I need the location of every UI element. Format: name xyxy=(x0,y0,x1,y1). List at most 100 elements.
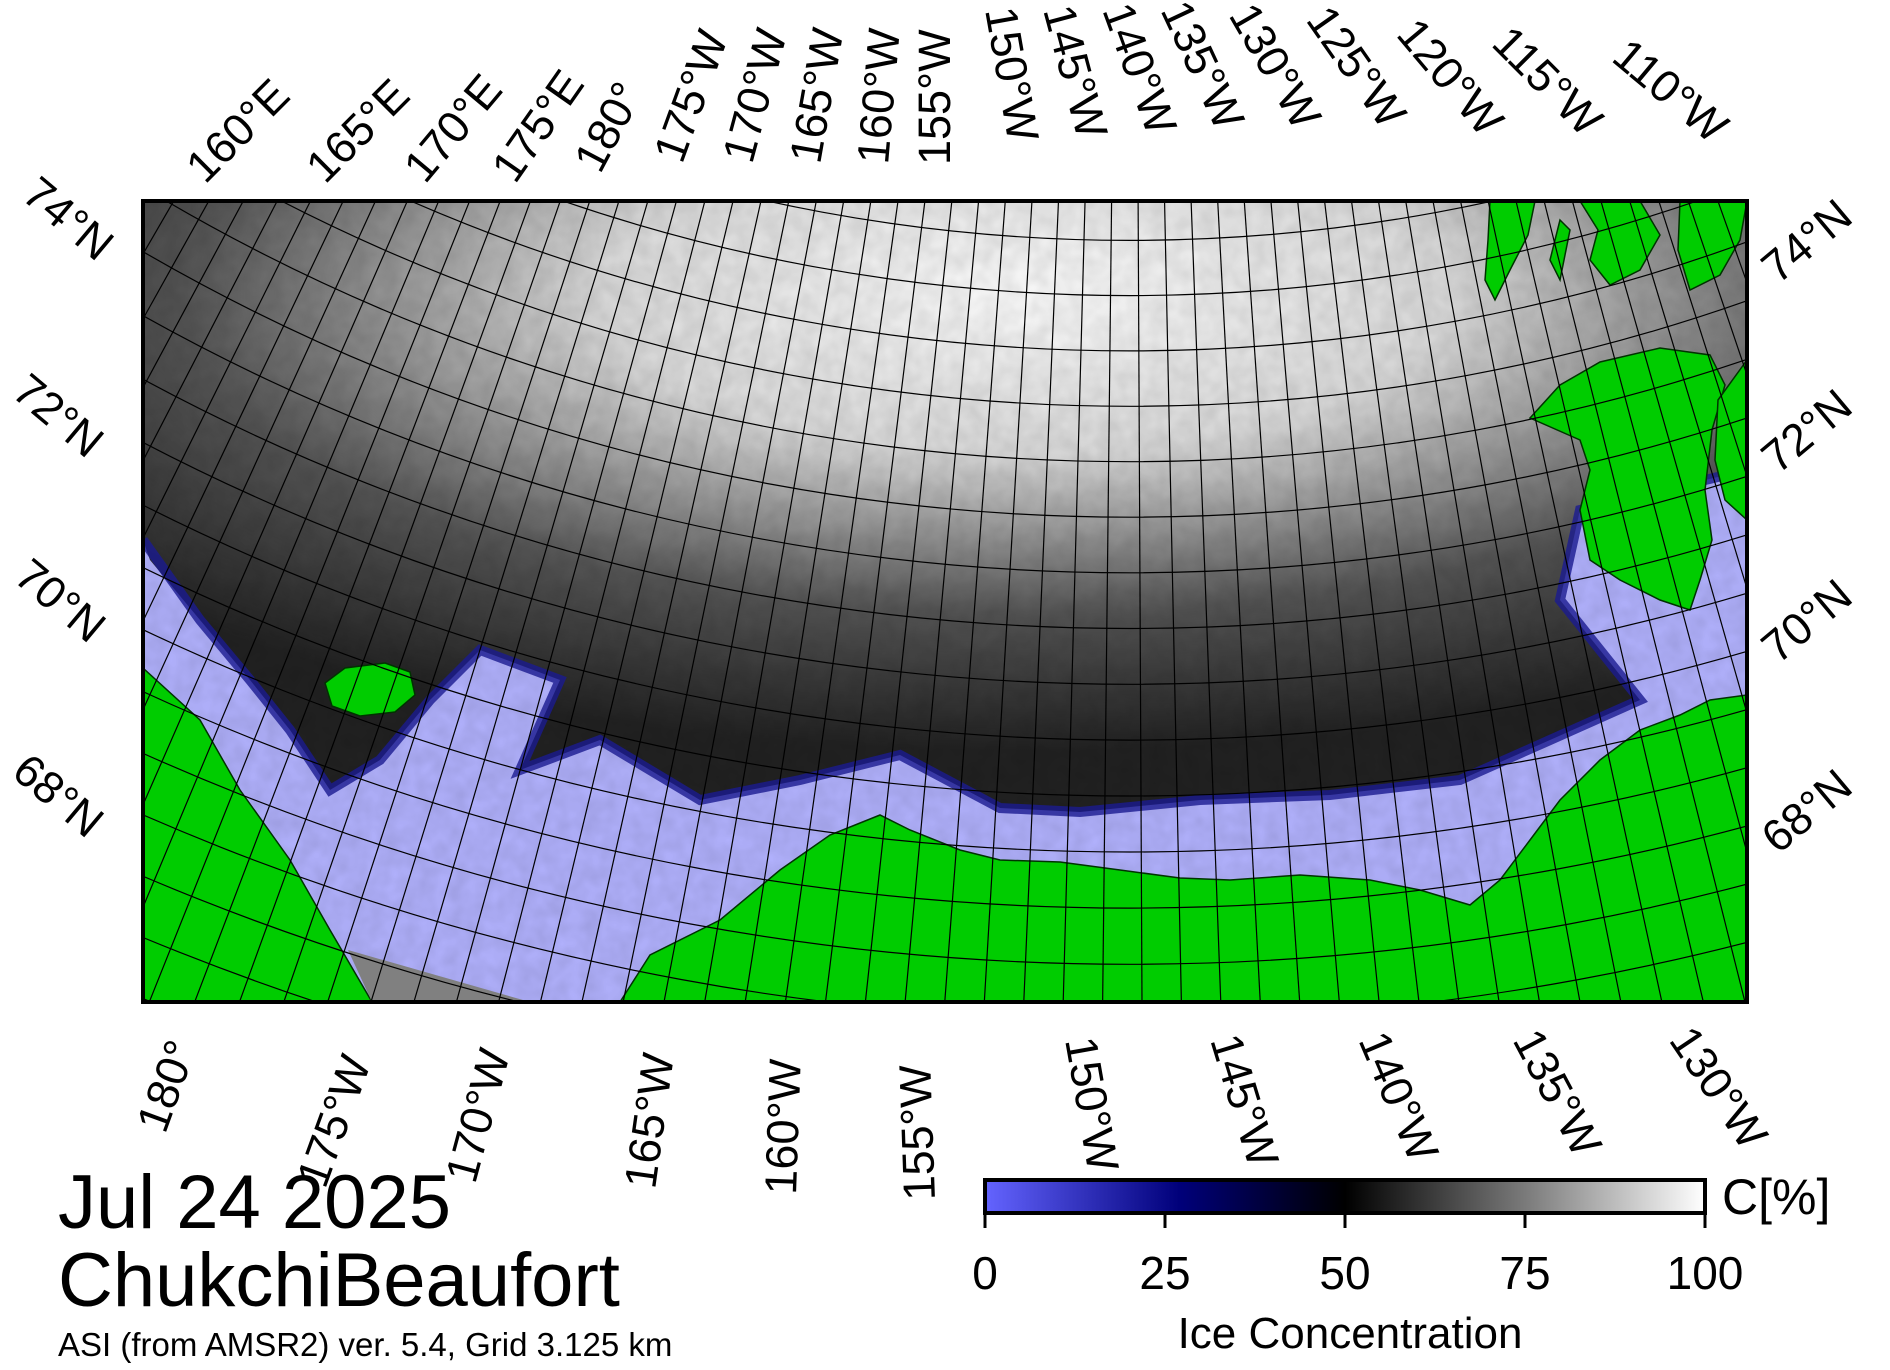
bottom-lon-label: 135°W xyxy=(1503,1021,1612,1165)
top-lon-label: 170°E xyxy=(394,64,512,191)
bottom-lon-label: 130°W xyxy=(1660,1017,1778,1158)
right-lat-label: 74°N xyxy=(1752,189,1862,293)
meridian-line xyxy=(1432,201,1581,1002)
meridian-line xyxy=(143,201,312,540)
meridian-line xyxy=(1843,0,1890,1085)
top-lon-label: 155°W xyxy=(909,29,960,165)
meridian-line xyxy=(143,201,408,807)
meridian-line xyxy=(904,201,980,1002)
meridian-line xyxy=(0,0,21,519)
product-info: ASI (from AMSR2) ver. 5.4, Grid 3.125 km xyxy=(58,1326,673,1363)
meridian-line xyxy=(1297,201,1380,1002)
meridian-line xyxy=(1062,201,1086,1002)
top-lon-label: 115°W xyxy=(1483,16,1613,146)
right-lat-label: 68°N xyxy=(1752,759,1862,863)
meridian-line xyxy=(1137,201,1143,1002)
colorbar-tick-label: 0 xyxy=(972,1247,998,1299)
colorbar-gradient xyxy=(983,1178,1707,1215)
meridian-line xyxy=(143,201,344,623)
left-lat-label: 68°N xyxy=(4,744,114,848)
meridian-line xyxy=(1323,201,1420,1002)
meridian-line xyxy=(1658,201,1747,479)
left-lat-label: 70°N xyxy=(6,549,116,653)
parallel-line xyxy=(165,201,1747,462)
meridian-line xyxy=(1487,201,1663,1002)
map-date: Jul 24 2025 xyxy=(58,1160,451,1245)
left-lat-label: 74°N xyxy=(14,167,124,271)
meridian-line xyxy=(581,201,762,1002)
meridian-line xyxy=(864,201,953,1002)
meridian-line xyxy=(784,201,899,1002)
meridian-line xyxy=(1023,201,1060,1002)
meridian-line xyxy=(1217,201,1261,1002)
meridian-line xyxy=(143,201,377,712)
no-data-area xyxy=(348,950,530,1002)
meridian-line xyxy=(1515,201,1704,1002)
land-arctic-islands xyxy=(1484,201,1747,302)
colorbar-ticks xyxy=(983,1213,1707,1228)
meridian-line xyxy=(1687,201,1747,377)
bottom-lon-label: 150°W xyxy=(1055,1033,1129,1176)
meridian-line xyxy=(824,201,926,1002)
bottom-lon-label: 160°W xyxy=(755,1058,811,1196)
meridian-line xyxy=(1600,201,1747,716)
meridian-line xyxy=(1405,201,1541,1002)
parallel-line xyxy=(409,201,1747,351)
top-lon-label: 160°E xyxy=(176,69,299,192)
map-frame xyxy=(141,199,1749,1004)
meridian-line xyxy=(0,0,91,649)
bottom-lon-label: 140°W xyxy=(1349,1024,1449,1169)
meridian-line xyxy=(1777,0,1890,1146)
top-lon-label: 165°E xyxy=(296,69,419,192)
bottom-lon-label: 145°W xyxy=(1200,1028,1289,1173)
meridian-line xyxy=(622,201,790,1002)
top-lon-label: 120°W xyxy=(1387,9,1514,146)
land-wrangel-island xyxy=(324,662,416,717)
meridian-line xyxy=(1377,201,1500,1002)
meridian-line xyxy=(370,201,620,1002)
colorbar-unit: C[%] xyxy=(1722,1169,1831,1225)
meridian-line xyxy=(143,201,440,909)
meridian-line xyxy=(0,0,5,485)
top-lon-label: 175°E xyxy=(481,61,593,191)
right-lat-label: 70°N xyxy=(1752,569,1862,673)
meridian-line xyxy=(1821,0,1890,1106)
meridian-line xyxy=(326,201,591,1002)
land-chukotka xyxy=(143,666,373,1002)
meridian-line xyxy=(704,201,845,1002)
parallel-line xyxy=(143,250,1747,518)
meridian-line xyxy=(1865,0,1890,1063)
meridian-line xyxy=(1190,201,1222,1002)
meridian-line xyxy=(1243,201,1301,1002)
colorbar-tick-label: 100 xyxy=(1666,1247,1744,1299)
meridian-line xyxy=(497,201,706,1002)
meridian-line xyxy=(1163,201,1182,1002)
colorbar-title: Ice Concentration xyxy=(1177,1309,1523,1358)
meridian-line xyxy=(1800,0,1890,1126)
meridian-line xyxy=(283,201,561,1002)
meridian-line xyxy=(1350,201,1460,1002)
colorbar-tick-label: 25 xyxy=(1139,1247,1191,1299)
meridian-line xyxy=(1270,201,1340,1002)
meridian-line xyxy=(1629,201,1747,591)
meridian-line xyxy=(944,201,1006,1002)
meridian-line xyxy=(413,201,649,1002)
left-lat-label: 72°N xyxy=(4,364,114,468)
bottom-lon-label: 180° xyxy=(126,1034,206,1139)
meridian-line xyxy=(983,201,1033,1002)
meridian-line xyxy=(0,0,38,552)
meridian-line xyxy=(744,201,872,1002)
meridian-line xyxy=(194,201,501,1002)
meridian-line xyxy=(1102,201,1113,1002)
colorbar-tick-label: 75 xyxy=(1499,1247,1551,1299)
meridian-line xyxy=(539,201,734,1002)
meridian-line xyxy=(238,201,532,1002)
parallel-line xyxy=(764,201,1496,241)
bottom-lon-label: 155°W xyxy=(889,1064,945,1202)
meridian-line xyxy=(1459,201,1622,1002)
land-banks-island xyxy=(1528,347,1726,611)
meridian-line xyxy=(148,201,471,1002)
meridian-line xyxy=(1543,201,1746,1002)
